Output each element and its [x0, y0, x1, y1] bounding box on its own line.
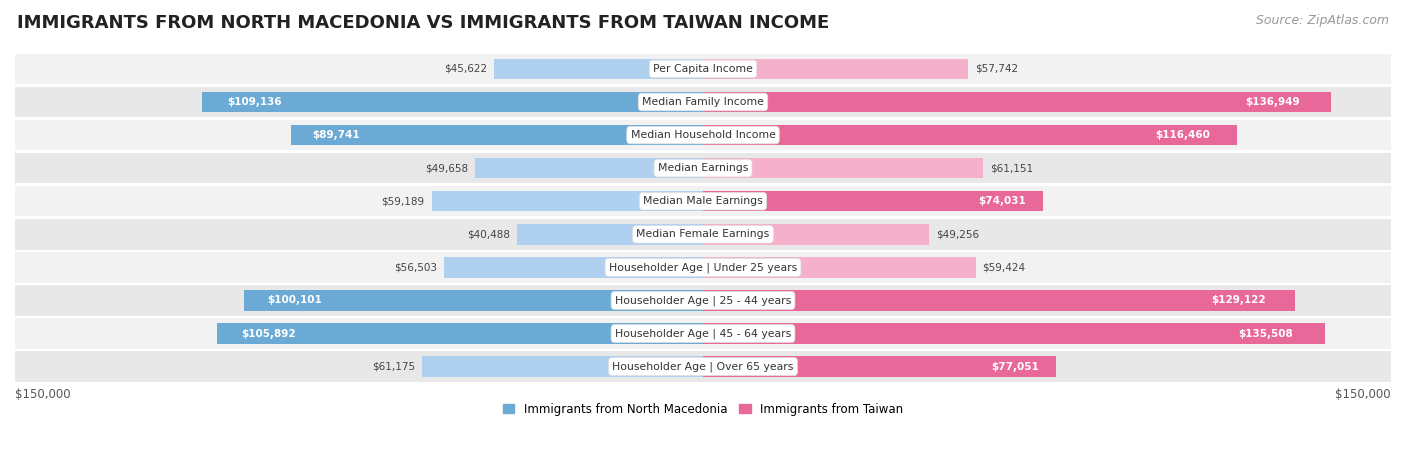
Text: Median Female Earnings: Median Female Earnings [637, 229, 769, 239]
Bar [703, 59, 967, 79]
Text: $57,742: $57,742 [974, 64, 1018, 74]
Bar [243, 290, 703, 311]
Bar [494, 59, 703, 79]
Bar [703, 158, 983, 178]
Text: $100,101: $100,101 [267, 296, 322, 305]
Text: Median Family Income: Median Family Income [643, 97, 763, 107]
Text: $109,136: $109,136 [228, 97, 283, 107]
Bar [15, 153, 1391, 184]
Bar [703, 257, 976, 277]
Bar [703, 191, 1043, 212]
Text: $74,031: $74,031 [977, 196, 1025, 206]
Bar [15, 120, 1391, 150]
Bar [703, 323, 1324, 344]
Text: $56,503: $56,503 [394, 262, 437, 272]
Bar [15, 186, 1391, 216]
Bar [15, 252, 1391, 283]
Text: $49,256: $49,256 [936, 229, 979, 239]
Bar [703, 125, 1237, 145]
Text: Householder Age | Over 65 years: Householder Age | Over 65 years [612, 361, 794, 372]
Text: $49,658: $49,658 [425, 163, 468, 173]
Text: $61,151: $61,151 [990, 163, 1033, 173]
Text: $116,460: $116,460 [1156, 130, 1211, 140]
Text: $150,000: $150,000 [15, 388, 70, 401]
Bar [15, 54, 1391, 84]
Text: Source: ZipAtlas.com: Source: ZipAtlas.com [1256, 14, 1389, 27]
Text: Householder Age | Under 25 years: Householder Age | Under 25 years [609, 262, 797, 273]
Text: $77,051: $77,051 [991, 361, 1039, 372]
Text: $150,000: $150,000 [1336, 388, 1391, 401]
Text: Median Earnings: Median Earnings [658, 163, 748, 173]
Text: Per Capita Income: Per Capita Income [652, 64, 754, 74]
Bar [432, 191, 703, 212]
Bar [218, 323, 703, 344]
Bar [703, 224, 929, 245]
Text: $45,622: $45,622 [444, 64, 486, 74]
Bar [291, 125, 703, 145]
Text: $129,122: $129,122 [1211, 296, 1265, 305]
Text: $105,892: $105,892 [242, 328, 297, 339]
Text: IMMIGRANTS FROM NORTH MACEDONIA VS IMMIGRANTS FROM TAIWAN INCOME: IMMIGRANTS FROM NORTH MACEDONIA VS IMMIG… [17, 14, 830, 32]
Text: $61,175: $61,175 [373, 361, 416, 372]
Bar [475, 158, 703, 178]
Text: $59,424: $59,424 [983, 262, 1025, 272]
Bar [703, 290, 1295, 311]
Text: Median Household Income: Median Household Income [630, 130, 776, 140]
Bar [422, 356, 703, 377]
Bar [15, 318, 1391, 349]
Text: $89,741: $89,741 [312, 130, 360, 140]
Bar [202, 92, 703, 112]
Bar [15, 87, 1391, 117]
Bar [15, 351, 1391, 382]
Text: $135,508: $135,508 [1239, 328, 1294, 339]
Bar [517, 224, 703, 245]
Text: Median Male Earnings: Median Male Earnings [643, 196, 763, 206]
Text: Householder Age | 25 - 44 years: Householder Age | 25 - 44 years [614, 295, 792, 306]
Text: $59,189: $59,189 [381, 196, 425, 206]
Bar [444, 257, 703, 277]
Legend: Immigrants from North Macedonia, Immigrants from Taiwan: Immigrants from North Macedonia, Immigra… [498, 398, 908, 420]
Text: Householder Age | 45 - 64 years: Householder Age | 45 - 64 years [614, 328, 792, 339]
Bar [703, 356, 1056, 377]
Bar [703, 92, 1331, 112]
Text: $136,949: $136,949 [1246, 97, 1299, 107]
Bar [15, 219, 1391, 249]
Bar [15, 285, 1391, 316]
Text: $40,488: $40,488 [467, 229, 510, 239]
